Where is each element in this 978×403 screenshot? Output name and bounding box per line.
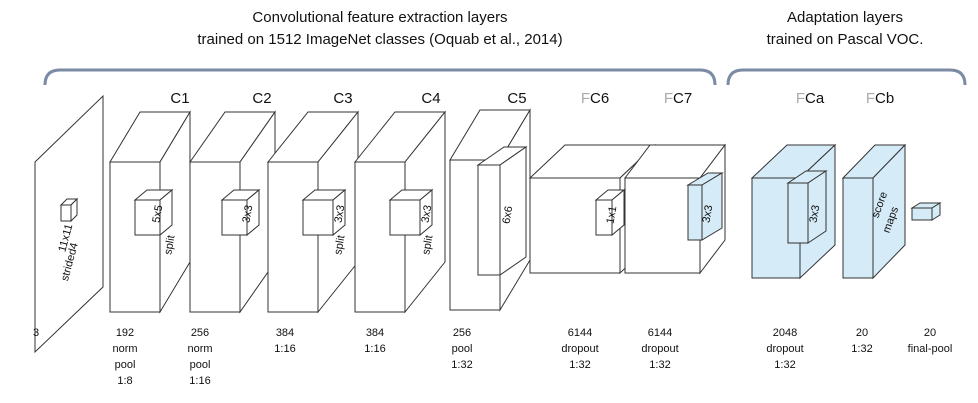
front-face xyxy=(60,204,72,222)
kernel-label: split xyxy=(162,234,177,255)
kernel xyxy=(388,188,434,237)
kernel xyxy=(786,170,828,244)
front-face xyxy=(109,161,161,313)
layer-info: 6144 xyxy=(648,327,672,339)
layer-info: 1:32 xyxy=(569,359,590,371)
name-text: C3 xyxy=(333,90,352,107)
front-face xyxy=(595,199,613,236)
name-prefix: F xyxy=(866,90,875,107)
name-text: C6 xyxy=(590,90,609,107)
front-face xyxy=(787,182,809,244)
layer-info: 20 xyxy=(924,327,936,339)
layer-info: 1:32 xyxy=(451,359,472,371)
kernel xyxy=(301,188,347,237)
layer-info: 2048 xyxy=(773,327,797,339)
kernel-label: 3x3 xyxy=(807,204,822,224)
layer-info: 1:8 xyxy=(117,375,132,387)
layer-name: C3 xyxy=(333,90,352,107)
layer-info: norm xyxy=(187,343,212,355)
layer-info: 1:16 xyxy=(189,375,210,387)
front-face xyxy=(389,199,421,236)
kernel xyxy=(220,188,261,237)
kernel xyxy=(133,188,174,237)
layer-name: FC7 xyxy=(664,90,692,107)
layer-info: 1:16 xyxy=(274,343,295,355)
front-face xyxy=(842,177,874,279)
name-text: C2 xyxy=(252,90,271,107)
front-face xyxy=(267,161,319,313)
input-image xyxy=(34,94,104,354)
name-text: C4 xyxy=(421,90,440,107)
name-text: Cb xyxy=(875,90,894,107)
name-prefix: F xyxy=(796,90,805,107)
kernel xyxy=(686,172,724,241)
group-title: trained on Pascal VOC. xyxy=(767,31,924,48)
layer-info: 1:16 xyxy=(364,343,385,355)
layer-info: 256 xyxy=(453,327,471,339)
kernel xyxy=(594,188,626,237)
layer-name: C2 xyxy=(252,90,271,107)
kernel-label: 3x3 xyxy=(419,204,434,224)
kernel-label: 5x5 xyxy=(150,204,165,224)
group-title: trained on 1512 ImageNet classes (Oquab … xyxy=(197,31,562,48)
layer-info: norm xyxy=(112,343,137,355)
layer-info: 6144 xyxy=(568,327,592,339)
group-bracket xyxy=(43,68,717,86)
group-bracket xyxy=(726,68,967,86)
group-title: Convolutional feature extraction layers xyxy=(252,9,507,26)
group-title: Adaptation layers xyxy=(787,9,903,26)
layer-name: FC6 xyxy=(581,90,609,107)
kernel-label: 3x3 xyxy=(240,204,255,224)
name-prefix: F xyxy=(664,90,673,107)
layer-name: FCb xyxy=(866,90,894,107)
front-face xyxy=(302,199,334,236)
layer-block xyxy=(841,143,907,280)
layer-name: FCa xyxy=(796,90,825,107)
kernel xyxy=(476,146,528,276)
kernel-label: split xyxy=(332,234,347,255)
layer-info: 1:32 xyxy=(774,359,795,371)
layer-name: C4 xyxy=(421,90,440,107)
front-face xyxy=(911,207,933,221)
name-text: C5 xyxy=(507,90,526,107)
front-face xyxy=(221,199,248,236)
layer-info: dropout xyxy=(766,343,803,355)
layer-info: 384 xyxy=(366,327,384,339)
layer-name: C5 xyxy=(507,90,526,107)
layer-info: 192 xyxy=(116,327,134,339)
layer-info: dropout xyxy=(561,343,598,355)
front-face xyxy=(687,184,703,241)
layer-block xyxy=(109,110,191,314)
layer-info: 1:32 xyxy=(649,359,670,371)
name-text: C1 xyxy=(170,90,189,107)
layer-info: pool xyxy=(452,343,473,355)
layer-info: dropout xyxy=(641,343,678,355)
layer-info: pool xyxy=(190,359,211,371)
kernel-label: split xyxy=(420,234,435,255)
kernel-label: 1x1 xyxy=(604,205,619,225)
layer-info: final-pool xyxy=(908,343,953,355)
front-face xyxy=(354,161,406,313)
layer-info: 1:32 xyxy=(851,343,872,355)
kernel-label: 3x3 xyxy=(700,204,715,224)
layer-block xyxy=(910,202,942,221)
front-face xyxy=(134,199,161,236)
layer-info: 256 xyxy=(191,327,209,339)
kernel-label: 3x3 xyxy=(332,204,347,224)
layer-info: pool xyxy=(115,359,136,371)
name-text: Ca xyxy=(805,90,825,107)
name-text: C7 xyxy=(673,90,692,107)
layer-info: 3 xyxy=(33,327,39,339)
kernel-label: 6x6 xyxy=(500,205,515,225)
name-prefix: F xyxy=(581,90,590,107)
layer-info: 20 xyxy=(856,327,868,339)
layer-info: 384 xyxy=(276,327,294,339)
layer-name: C1 xyxy=(170,90,189,107)
front-face xyxy=(189,161,241,313)
kernel xyxy=(59,197,79,223)
front-face xyxy=(477,164,501,276)
